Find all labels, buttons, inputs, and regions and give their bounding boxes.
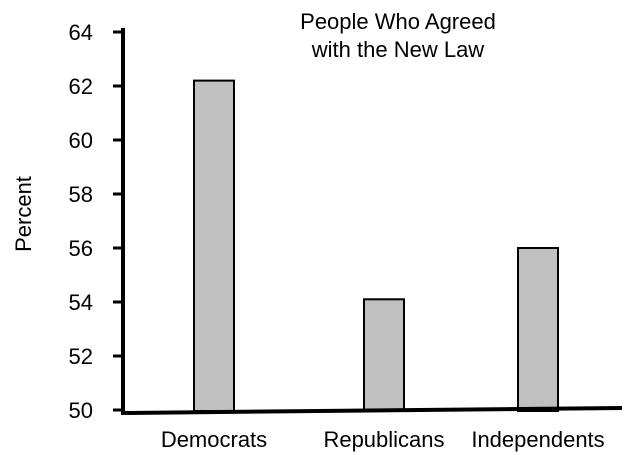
y-tick-label: 64 [69,20,93,45]
y-tick-label: 54 [69,290,93,315]
x-category-label: Democrats [161,427,267,452]
y-tick-label: 60 [69,128,93,153]
bar-independents [517,247,559,412]
y-tick-label: 62 [69,74,93,99]
x-axis-labels: Democrats Republicans Independents [161,427,605,452]
y-axis-title: Percent [11,176,36,252]
y-tick-label: 50 [69,398,93,423]
bar-democrats [193,79,235,412]
x-category-label: Republicans [323,427,444,452]
y-tick-label: 58 [69,182,93,207]
y-tick-label: 56 [69,236,93,261]
x-category-label: Independents [471,427,604,452]
y-axis-ticks: 50 52 54 56 58 60 62 64 [69,20,123,423]
bar-republicans [363,298,405,412]
y-tick-label: 52 [69,344,93,369]
chart-title-line-2: with the New Law [311,37,485,62]
x-axis-line [120,406,623,415]
chart-title-line-1: People Who Agreed [300,9,496,34]
bars [193,79,559,412]
